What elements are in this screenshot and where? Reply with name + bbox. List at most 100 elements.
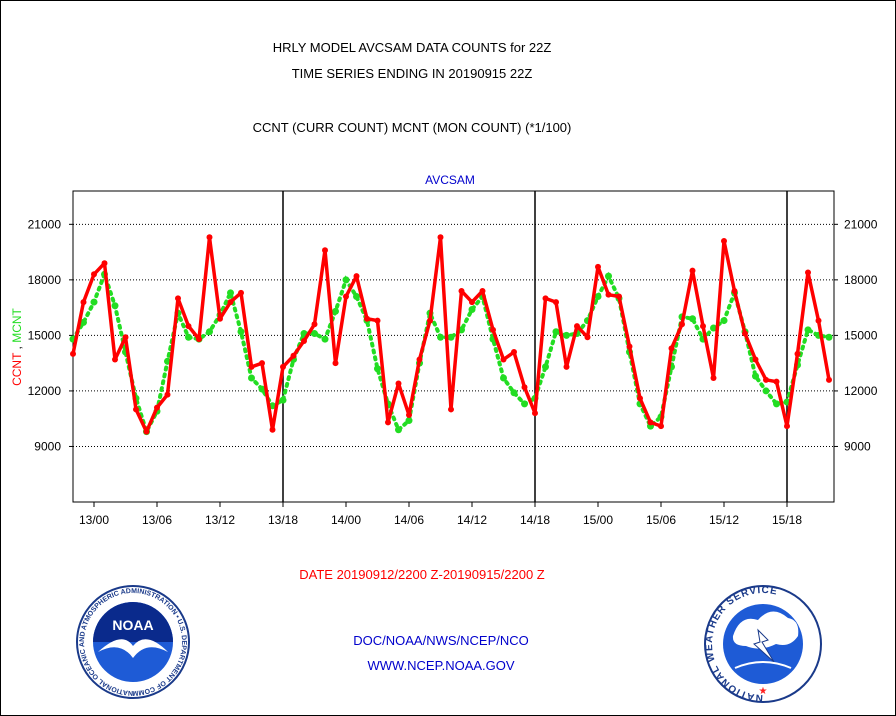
point-mcnt	[374, 365, 381, 373]
point-ccnt	[521, 384, 528, 391]
point-ccnt	[175, 295, 181, 302]
point-ccnt	[154, 404, 160, 411]
point-ccnt	[343, 293, 349, 300]
xtick-label-15-18: 15/18	[772, 513, 802, 527]
point-ccnt	[91, 271, 97, 278]
point-ccnt	[238, 289, 244, 296]
point-ccnt	[112, 356, 118, 363]
gridlines	[69, 191, 838, 502]
point-mcnt	[237, 328, 245, 336]
point-ccnt	[332, 360, 339, 367]
point-mcnt	[563, 331, 570, 339]
y-axis-label: CCNT , MCNT	[10, 307, 24, 385]
footer-url[interactable]: WWW.NCEP.NOAA.GOV	[367, 658, 514, 673]
point-ccnt	[542, 295, 549, 302]
point-ccnt	[185, 323, 192, 330]
header-line-2: TIME SERIES ENDING IN 20190915 22Z	[292, 66, 533, 81]
point-ccnt	[584, 334, 591, 341]
xtick-label-15-12: 15/12	[709, 513, 739, 527]
point-ccnt	[143, 428, 150, 435]
point-ccnt	[269, 426, 276, 433]
ytick-label-left-18000: 18000	[28, 273, 62, 287]
noaa-logo-text: NOAA	[112, 617, 153, 633]
point-ccnt	[773, 378, 780, 385]
nws-wave-icon	[734, 661, 792, 669]
point-ccnt	[595, 263, 601, 270]
point-ccnt	[658, 423, 664, 430]
ytick-label-right-12000: 12000	[844, 384, 878, 398]
header-line-3: CCNT (CURR COUNT) MCNT (MON COUNT) (*1/1…	[253, 120, 572, 135]
footer-date-range: DATE 20190912/2200 Z-20190915/2200 Z	[299, 567, 545, 582]
point-mcnt	[542, 363, 549, 371]
point-mcnt	[332, 307, 339, 315]
point-ccnt	[301, 337, 307, 344]
point-ccnt	[206, 234, 213, 241]
ytick-label-left-21000: 21000	[28, 217, 62, 231]
point-mcnt	[605, 272, 612, 280]
ylabel-ccnt: CCNT	[10, 352, 24, 386]
xtick-label-13-12: 13/12	[205, 513, 235, 527]
point-ccnt	[164, 391, 171, 398]
point-ccnt	[742, 330, 748, 337]
point-mcnt	[279, 396, 287, 404]
point-ccnt	[700, 323, 706, 330]
nws-cloud-icon	[732, 611, 799, 649]
point-ccnt	[280, 363, 286, 370]
point-ccnt	[259, 360, 265, 367]
point-ccnt	[290, 352, 297, 359]
point-ccnt	[395, 380, 402, 387]
point-mcnt	[248, 374, 255, 382]
point-ccnt	[385, 419, 391, 426]
point-mcnt	[90, 298, 98, 306]
point-ccnt	[637, 395, 643, 402]
point-ccnt	[616, 293, 622, 300]
point-ccnt	[731, 287, 738, 294]
point-ccnt	[322, 247, 328, 254]
point-mcnt	[342, 276, 350, 284]
point-ccnt	[353, 273, 360, 280]
nws-logo: NATIONAL WEATHER SERVICE ★	[704, 585, 822, 703]
point-mcnt	[710, 324, 717, 332]
point-ccnt	[511, 349, 517, 356]
point-ccnt	[364, 315, 370, 322]
footer-org: DOC/NOAA/NWS/NCEP/NCO	[353, 633, 529, 648]
point-ccnt	[70, 350, 76, 357]
point-ccnt	[427, 317, 433, 324]
point-ccnt	[311, 321, 318, 328]
xtick-label-14-12: 14/12	[457, 513, 487, 527]
ytick-label-left-15000: 15000	[28, 328, 62, 342]
point-ccnt	[647, 419, 654, 426]
point-ccnt	[479, 287, 486, 294]
chart-title: AVCSAM	[425, 173, 475, 187]
point-mcnt	[468, 305, 476, 313]
point-mcnt	[762, 387, 770, 395]
xtick-label-14-00: 14/00	[331, 513, 361, 527]
point-mcnt	[804, 326, 812, 334]
nws-star-icon: ★	[759, 686, 768, 697]
point-mcnt	[395, 426, 402, 434]
point-ccnt	[101, 260, 108, 267]
point-ccnt	[469, 299, 475, 306]
point-ccnt	[668, 345, 675, 352]
point-mcnt	[437, 333, 444, 341]
point-mcnt	[447, 333, 455, 341]
xtick-label-14-06: 14/06	[394, 513, 424, 527]
y-axis-left: 9000 12000 15000 18000 21000	[28, 217, 62, 453]
point-mcnt	[353, 293, 360, 301]
point-mcnt	[227, 289, 234, 297]
point-ccnt	[805, 269, 811, 276]
point-ccnt	[784, 423, 790, 430]
point-mcnt	[258, 385, 266, 393]
point-ccnt	[563, 363, 570, 370]
point-ccnt	[826, 376, 832, 383]
point-ccnt	[689, 267, 696, 274]
point-ccnt	[532, 410, 538, 417]
ytick-label-right-9000: 9000	[844, 439, 871, 453]
noaa-bird-icon	[98, 639, 168, 658]
point-ccnt	[227, 299, 234, 306]
point-ccnt	[122, 334, 129, 341]
point-ccnt	[721, 237, 727, 244]
point-ccnt	[794, 350, 801, 357]
point-ccnt	[196, 336, 202, 343]
point-ccnt	[679, 321, 685, 328]
